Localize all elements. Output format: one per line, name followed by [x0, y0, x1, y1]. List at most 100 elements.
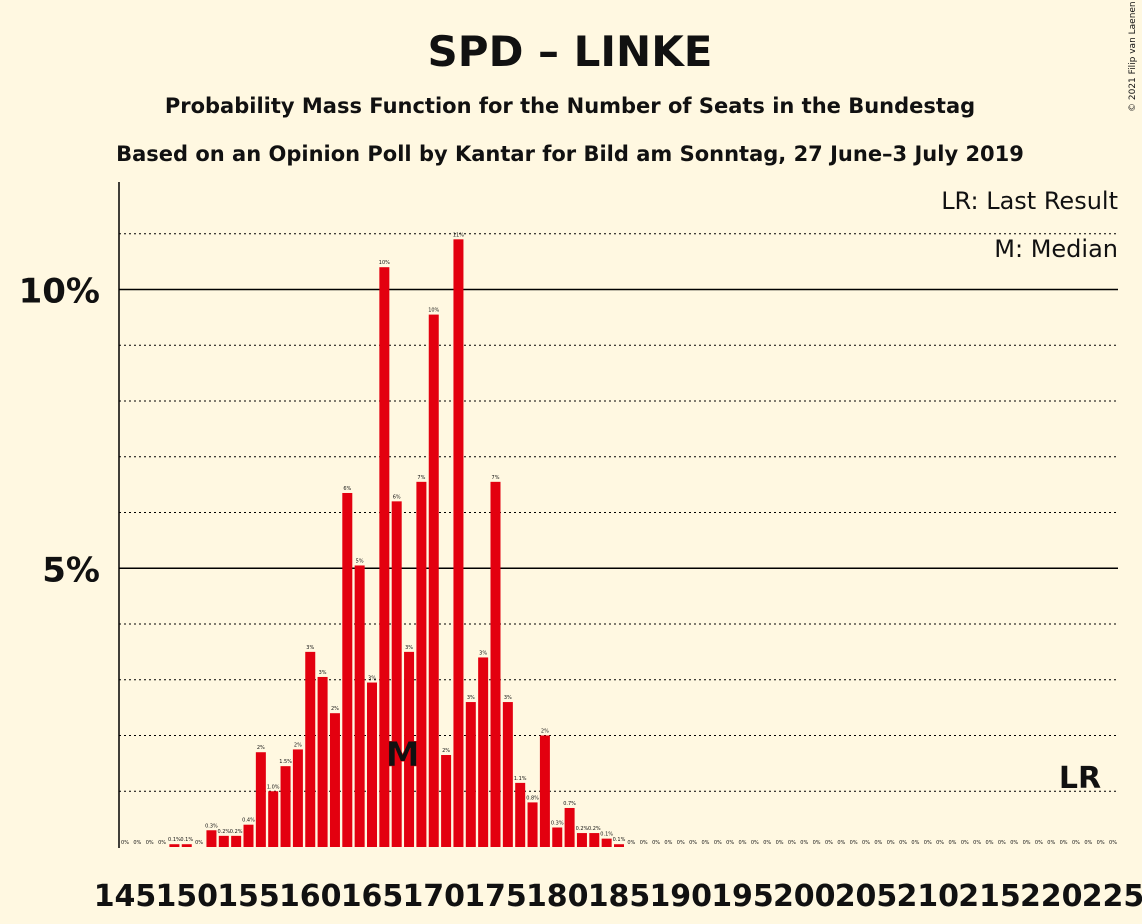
data-label: 0% — [936, 840, 944, 846]
bar — [268, 791, 279, 847]
bar — [552, 827, 563, 847]
data-label: 3% — [368, 676, 376, 682]
bar — [614, 844, 624, 847]
data-label: 0% — [195, 840, 203, 846]
data-label: 0.3% — [551, 820, 564, 826]
data-label: 0.1% — [180, 837, 193, 843]
legend-median: M: Median — [994, 235, 1118, 263]
x-tick-label: 160 — [279, 879, 342, 914]
chart-subtitle-poll: Based on an Opinion Poll by Kantar for B… — [116, 142, 1024, 166]
data-label: 0.1% — [613, 837, 626, 843]
data-label: 0% — [874, 840, 882, 846]
bar — [379, 267, 390, 847]
data-label: 6% — [343, 486, 351, 492]
data-label: 2% — [257, 745, 265, 751]
data-label: 0% — [973, 840, 981, 846]
bar — [564, 807, 575, 847]
data-label: 0% — [1072, 840, 1080, 846]
data-label: 0% — [627, 840, 635, 846]
bar — [404, 651, 415, 847]
data-label: 3% — [306, 645, 314, 651]
data-label: 2% — [541, 729, 549, 735]
bar — [576, 833, 587, 847]
data-label: 1.5% — [279, 759, 292, 765]
bar — [292, 749, 303, 847]
data-label: 0% — [1010, 840, 1018, 846]
data-label: 7% — [417, 475, 425, 481]
legend-last-result: LR: Last Result — [941, 187, 1118, 215]
data-label: 0.2% — [230, 829, 243, 835]
data-label: 3% — [319, 670, 327, 676]
data-label: 0% — [911, 840, 919, 846]
bar — [317, 676, 328, 847]
data-label: 0% — [726, 840, 734, 846]
bar — [367, 682, 377, 847]
data-label: 0% — [1047, 840, 1055, 846]
data-label: 0% — [133, 840, 141, 846]
bar — [428, 314, 439, 847]
bar — [231, 835, 242, 847]
data-label: 3% — [405, 645, 413, 651]
data-label: 0.8% — [526, 795, 539, 801]
x-tick-label: 155 — [217, 879, 280, 914]
data-label: 0.4% — [242, 818, 255, 824]
data-label: 0% — [899, 840, 907, 846]
bar — [280, 766, 291, 847]
bar — [441, 755, 452, 847]
data-label: 0% — [837, 840, 845, 846]
chart-subtitle: Probability Mass Function for the Number… — [165, 94, 975, 118]
data-label: 0% — [1109, 840, 1117, 846]
data-label: 3% — [504, 695, 512, 701]
chart-title: SPD – LINKE — [428, 27, 713, 76]
x-tick-label: 185 — [588, 879, 651, 914]
data-label: 0% — [998, 840, 1006, 846]
x-axis-labels: 145 150 155 160 165 170 175 180 185 190 195 200 205 2… — [94, 879, 1142, 914]
bar — [305, 651, 316, 847]
bar — [342, 492, 353, 847]
data-label: 0% — [924, 840, 932, 846]
data-label: 0% — [986, 840, 994, 846]
data-label: 0% — [788, 840, 796, 846]
data-label: 0% — [640, 840, 648, 846]
data-label: 0% — [146, 840, 154, 846]
x-tick-label: 215 — [958, 879, 1021, 914]
data-label: 0% — [825, 840, 833, 846]
data-label: 0% — [850, 840, 858, 846]
data-label: 0% — [1023, 840, 1031, 846]
bar — [589, 833, 600, 847]
bars — [169, 239, 624, 847]
data-label: 0% — [813, 840, 821, 846]
bar — [515, 782, 526, 847]
bar — [601, 838, 612, 847]
bar — [527, 802, 538, 847]
data-label: 0% — [739, 840, 747, 846]
bar — [502, 702, 513, 847]
x-tick-label: 150 — [155, 879, 218, 914]
y-tick-label: 10% — [19, 272, 100, 312]
bar — [255, 752, 266, 847]
data-label: 2% — [442, 748, 450, 754]
data-label: 1.1% — [514, 776, 527, 782]
last-result-marker: LR — [1059, 761, 1101, 796]
data-label: 0.1% — [168, 837, 181, 843]
x-tick-label: 200 — [773, 879, 836, 914]
data-label: 0% — [664, 840, 672, 846]
data-label: 0% — [751, 840, 759, 846]
data-label: 2% — [331, 706, 339, 712]
data-label: 0% — [1035, 840, 1043, 846]
bar — [391, 501, 402, 847]
data-label: 1.0% — [267, 784, 280, 790]
bar — [181, 844, 192, 847]
x-tick-label: 180 — [526, 879, 589, 914]
x-tick-label: 165 — [341, 879, 404, 914]
bar — [453, 239, 464, 847]
x-tick-label: 225 — [1082, 879, 1142, 914]
data-label: 0.2% — [588, 826, 601, 832]
bar — [169, 844, 180, 847]
data-label: 10% — [379, 260, 390, 266]
data-label: 2% — [294, 742, 302, 748]
data-label: 0% — [121, 840, 129, 846]
x-tick-label: 220 — [1020, 879, 1083, 914]
data-label: 0% — [1084, 840, 1092, 846]
data-label: 0% — [961, 840, 969, 846]
